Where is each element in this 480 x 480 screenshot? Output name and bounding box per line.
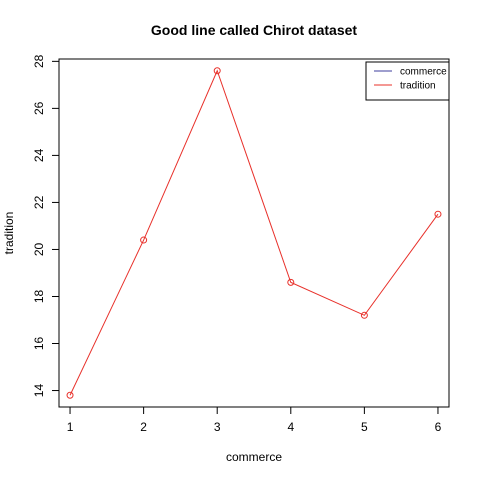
- data-point: [360, 311, 368, 319]
- chart-title: Good line called Chirot dataset: [151, 22, 357, 38]
- x-tick-label: 6: [435, 420, 442, 434]
- y-tick-label: 16: [32, 337, 46, 351]
- y-tick-label: 14: [32, 384, 46, 398]
- x-tick-label: 1: [67, 420, 74, 434]
- legend-label: commerce: [400, 67, 447, 78]
- legend-box: [365, 61, 450, 101]
- data-point: [140, 236, 148, 244]
- series-line: [69, 69, 439, 396]
- y-tick-label: 26: [32, 101, 46, 115]
- x-axis: 1 2 3 4 5 6: [67, 406, 442, 434]
- legend-label: tradition: [400, 81, 436, 92]
- y-axis-label: tradition: [2, 212, 16, 255]
- x-tick-label: 5: [361, 420, 368, 434]
- x-tick-label: 3: [214, 420, 221, 434]
- y-axis: 14 16 18 20 22 24 26 28: [32, 54, 60, 398]
- x-axis-label: commerce: [226, 450, 282, 464]
- y-tick-label: 20: [32, 242, 46, 256]
- data-point: [213, 67, 221, 75]
- series-layer: [66, 67, 442, 399]
- y-tick-label: 28: [32, 54, 46, 68]
- plot-frame: [58, 58, 450, 408]
- x-tick-label: 4: [287, 420, 294, 434]
- y-tick-label: 22: [32, 195, 46, 209]
- data-point: [287, 278, 295, 286]
- data-point: [66, 391, 74, 399]
- y-tick-label: 24: [32, 148, 46, 162]
- data-point: [434, 210, 442, 218]
- x-tick-label: 2: [140, 420, 147, 434]
- y-tick-label: 18: [32, 289, 46, 303]
- legend: commerce tradition: [365, 61, 450, 101]
